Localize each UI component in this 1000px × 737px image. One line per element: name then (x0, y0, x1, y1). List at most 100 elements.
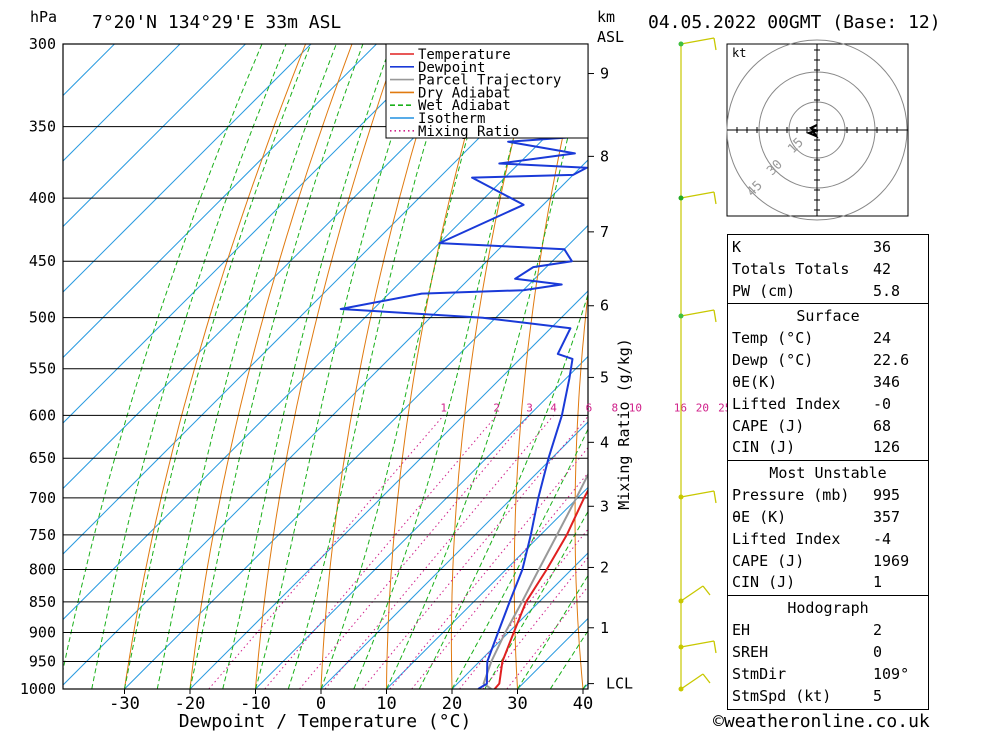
indices-row: θE (K)357 (732, 507, 924, 528)
wind-barb-dot (679, 687, 684, 692)
hodograph-unit-label: kt (732, 46, 746, 60)
indices-row: CAPE (J)68 (732, 416, 924, 437)
x-tick-label: 40 (573, 694, 593, 714)
pressure-tick-label: 950 (29, 653, 56, 671)
wet-adiabat-line (92, 44, 286, 689)
mixing-ratio-axis-title: Mixing Ratio (g/kg) (615, 338, 633, 510)
indices-value: 42 (873, 259, 891, 280)
x-tick-label: -30 (109, 694, 140, 714)
pressure-tick-label: 500 (29, 309, 56, 327)
indices-row: Temp (°C)24 (732, 328, 924, 349)
x-axis-title: Dewpoint / Temperature (°C) (179, 711, 472, 732)
datetime-title: 04.05.2022 00GMT (Base: 12) (648, 12, 941, 33)
x-tick-label: 30 (507, 694, 527, 714)
dry-adiabat-line (387, 44, 492, 689)
indices-value: 5.8 (873, 281, 900, 302)
indices-section-title: Most Unstable (728, 463, 928, 484)
indices-label: PW (cm) (732, 281, 795, 302)
dry-adiabat-line (321, 44, 445, 689)
height-unit-asl: ASL (597, 28, 624, 46)
indices-row: PW (cm) 5.8 (732, 281, 924, 302)
indices-value: 1969 (873, 551, 909, 572)
wind-barb-850 (679, 586, 711, 604)
copyright-text: ©weatheronline.co.uk (713, 711, 930, 732)
height-tick-label: LCL (606, 675, 633, 693)
indices-label: CAPE (J) (732, 551, 804, 572)
indices-label: Lifted Index (732, 529, 840, 550)
isotherm-line (0, 44, 115, 689)
mixing-ratio-line (325, 415, 554, 689)
indices-value: 995 (873, 485, 900, 506)
height-tick-label: 6 (600, 297, 609, 315)
indices-label: θE(K) (732, 372, 777, 393)
location-title: 7°20'N 134°29'E 33m ASL (92, 12, 341, 33)
wet-adiabat-line (452, 44, 729, 689)
pressure-tick-label: 850 (29, 593, 56, 611)
indices-value: 5 (873, 686, 882, 707)
indices-row: CAPE (J) 1969 (732, 551, 924, 572)
indices-row: StmDir 109° (732, 664, 924, 685)
indices-value: -4 (873, 529, 891, 550)
wet-adiabat-line (288, 44, 455, 689)
indices-section-title: Hodograph (728, 598, 928, 619)
pressure-tick-label: 1000 (20, 680, 56, 698)
indices-label: Dewp (°C) (732, 350, 813, 371)
isotherm-line (125, 44, 770, 689)
pressure-tick-label: 300 (29, 35, 56, 53)
mixing-ratio-line (265, 415, 497, 689)
wind-barb-1000 (679, 674, 711, 692)
pressure-tick-label: 600 (29, 406, 56, 424)
indices-label: Temp (°C) (732, 328, 813, 349)
indices-value: 36 (873, 237, 891, 258)
dry-adiabat-line (256, 44, 399, 689)
pressure-tick-label: 700 (29, 489, 56, 507)
height-tick-label: 1 (600, 619, 609, 637)
indices-label: StmSpd (kt) (732, 686, 831, 707)
indices-row: Pressure (mb) 995 (732, 485, 924, 506)
height-tick-label: 3 (600, 497, 609, 515)
mixing-ratio-line (390, 415, 615, 689)
indices-label: Lifted Index (732, 394, 840, 415)
wind-barb-dot (679, 495, 684, 500)
wind-barbs (679, 38, 717, 692)
pressure-tick-label: 650 (29, 449, 56, 467)
height-tick-label: 2 (600, 558, 609, 576)
mixing-ratio-label: 20 (696, 401, 709, 414)
height-tick-label: 9 (600, 65, 609, 83)
indices-value: 0 (873, 642, 882, 663)
wind-barb-dot (679, 196, 684, 201)
wind-barb-dot (679, 314, 684, 319)
mixing-ratio-label: 3 (526, 401, 533, 414)
indices-row: Lifted Index -4 (732, 529, 924, 550)
indices-label: StmDir (732, 664, 786, 685)
height-unit-label: km (597, 8, 615, 26)
pressure-tick-label: 900 (29, 624, 56, 642)
isotherm-line (0, 44, 508, 689)
indices-value: 109° (873, 664, 909, 685)
pressure-tick-label: 750 (29, 526, 56, 544)
mixing-ratio-label: 2 (493, 401, 500, 414)
indices-row: CIN (J)1 (732, 572, 924, 593)
wet-adiabat-line (157, 44, 336, 689)
indices-value: 126 (873, 437, 900, 458)
height-tick-label: 7 (600, 223, 609, 241)
mixing-ratio-labels: 12346810162025 (440, 401, 731, 414)
wind-barb-300 (679, 38, 717, 50)
pressure-tick-label: 350 (29, 118, 56, 136)
pressure-tick-label: 450 (29, 252, 56, 270)
wind-barb-dot (679, 599, 684, 604)
mixing-ratio-line (362, 415, 589, 689)
indices-row: CIN (J)126 (732, 437, 924, 458)
mixing-ratio-label: 4 (550, 401, 557, 414)
indices-value: 1 (873, 572, 882, 593)
height-tick-label: 5 (600, 368, 609, 386)
dry-adiabat-line (953, 44, 1000, 689)
indices-label: Pressure (mb) (732, 485, 849, 506)
